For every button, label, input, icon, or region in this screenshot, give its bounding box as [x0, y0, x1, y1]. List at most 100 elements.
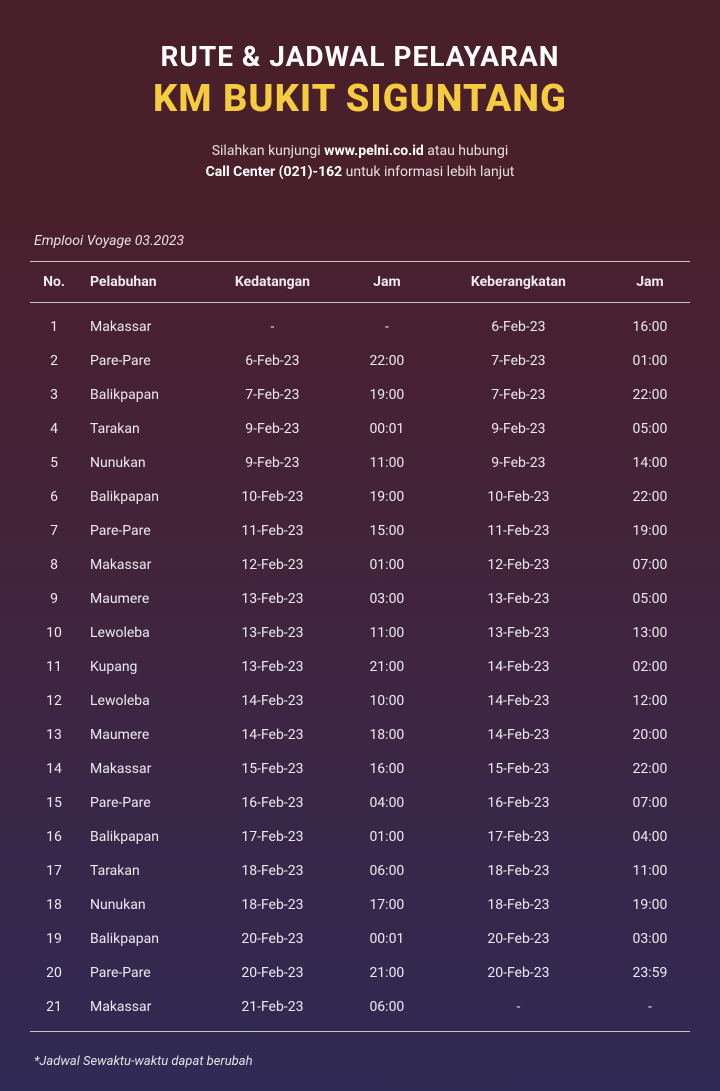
- table-cell: 10-Feb-23: [427, 480, 610, 514]
- table-header: No. Pelabuhan Kedatangan Jam Keberangkat…: [30, 262, 690, 303]
- table-cell: 19:00: [347, 378, 427, 412]
- table-cell: Nunukan: [78, 888, 198, 922]
- table-cell: Makassar: [78, 303, 198, 345]
- table-cell: 21:00: [347, 956, 427, 990]
- table-cell: Makassar: [78, 990, 198, 1032]
- footnote: *Jadwal Sewaktu-waktu dapat berubah: [30, 1054, 690, 1069]
- table-cell: Balikpapan: [78, 820, 198, 854]
- table-cell: 22:00: [610, 752, 690, 786]
- table-row: 6Balikpapan10-Feb-2319:0010-Feb-2322:00: [30, 480, 690, 514]
- table-cell: 13-Feb-23: [198, 650, 347, 684]
- table-cell: Maumere: [78, 582, 198, 616]
- col-no: No.: [30, 262, 78, 303]
- table-cell: 11:00: [347, 446, 427, 480]
- table-cell: 12:00: [610, 684, 690, 718]
- table-cell: Tarakan: [78, 412, 198, 446]
- table-cell: Nunukan: [78, 446, 198, 480]
- table-cell: Balikpapan: [78, 922, 198, 956]
- table-cell: Maumere: [78, 718, 198, 752]
- table-cell: 14-Feb-23: [198, 718, 347, 752]
- table-cell: -: [198, 303, 347, 345]
- table-cell: 6-Feb-23: [198, 344, 347, 378]
- table-cell: 17-Feb-23: [427, 820, 610, 854]
- table-cell: 06:00: [347, 990, 427, 1032]
- table-cell: Lewoleba: [78, 616, 198, 650]
- table-cell: -: [427, 990, 610, 1032]
- table-cell: Balikpapan: [78, 480, 198, 514]
- table-cell: 14-Feb-23: [427, 684, 610, 718]
- col-jam-dep: Jam: [610, 262, 690, 303]
- subheader-bold-2: Call Center (021)-162: [206, 164, 343, 180]
- table-row: 18Nunukan18-Feb-2317:0018-Feb-2319:00: [30, 888, 690, 922]
- header-block: RUTE & JADWAL PELAYARAN KM BUKIT SIGUNTA…: [30, 40, 690, 121]
- table-cell: 04:00: [347, 786, 427, 820]
- table-cell: 10:00: [347, 684, 427, 718]
- table-row: 20Pare-Pare20-Feb-2321:0020-Feb-2323:59: [30, 956, 690, 990]
- table-cell: 16-Feb-23: [427, 786, 610, 820]
- table-cell: 17: [30, 854, 78, 888]
- schedule-table: No. Pelabuhan Kedatangan Jam Keberangkat…: [30, 261, 690, 1032]
- table-row: 19Balikpapan20-Feb-2300:0120-Feb-2303:00: [30, 922, 690, 956]
- col-keberangkatan: Keberangkatan: [427, 262, 610, 303]
- table-cell: 6-Feb-23: [427, 303, 610, 345]
- table-row: 9Maumere13-Feb-2303:0013-Feb-2305:00: [30, 582, 690, 616]
- table-cell: 13-Feb-23: [198, 582, 347, 616]
- table-cell: 18-Feb-23: [427, 888, 610, 922]
- table-cell: 2: [30, 344, 78, 378]
- table-row: 10Lewoleba13-Feb-2311:0013-Feb-2313:00: [30, 616, 690, 650]
- table-cell: 14-Feb-23: [427, 650, 610, 684]
- table-row: 7Pare-Pare11-Feb-2315:0011-Feb-2319:00: [30, 514, 690, 548]
- table-cell: 03:00: [347, 582, 427, 616]
- table-cell: 14-Feb-23: [198, 684, 347, 718]
- table-cell: 9-Feb-23: [427, 412, 610, 446]
- table-row: 5Nunukan9-Feb-2311:009-Feb-2314:00: [30, 446, 690, 480]
- table-cell: 9: [30, 582, 78, 616]
- subheader-block: Silahkan kunjungi www.pelni.co.id atau h…: [30, 141, 690, 183]
- table-row: 1Makassar--6-Feb-2316:00: [30, 303, 690, 345]
- table-cell: 19:00: [347, 480, 427, 514]
- table-cell: 20:00: [610, 718, 690, 752]
- table-cell: 9-Feb-23: [427, 446, 610, 480]
- table-cell: 03:00: [610, 922, 690, 956]
- table-cell: 07:00: [610, 786, 690, 820]
- table-cell: 06:00: [347, 854, 427, 888]
- table-cell: 7-Feb-23: [427, 378, 610, 412]
- table-cell: 22:00: [610, 378, 690, 412]
- table-cell: 01:00: [347, 548, 427, 582]
- table-cell: 14: [30, 752, 78, 786]
- table-cell: 15: [30, 786, 78, 820]
- table-cell: 11-Feb-23: [427, 514, 610, 548]
- table-row: 14Makassar15-Feb-2316:0015-Feb-2322:00: [30, 752, 690, 786]
- table-cell: 15:00: [347, 514, 427, 548]
- table-cell: 9-Feb-23: [198, 412, 347, 446]
- table-cell: 04:00: [610, 820, 690, 854]
- table-cell: 19: [30, 922, 78, 956]
- table-cell: 18:00: [347, 718, 427, 752]
- table-row: 8Makassar12-Feb-2301:0012-Feb-2307:00: [30, 548, 690, 582]
- table-cell: 12-Feb-23: [198, 548, 347, 582]
- table-row: 2Pare-Pare6-Feb-2322:007-Feb-2301:00: [30, 344, 690, 378]
- table-row: 11Kupang13-Feb-2321:0014-Feb-2302:00: [30, 650, 690, 684]
- table-cell: 12: [30, 684, 78, 718]
- table-cell: 11:00: [610, 854, 690, 888]
- table-row: 17Tarakan18-Feb-2306:0018-Feb-2311:00: [30, 854, 690, 888]
- table-cell: 17:00: [347, 888, 427, 922]
- table-cell: 21:00: [347, 650, 427, 684]
- table-cell: Pare-Pare: [78, 514, 198, 548]
- subheader-text-1: Silahkan kunjungi: [212, 143, 324, 159]
- table-cell: Pare-Pare: [78, 786, 198, 820]
- table-cell: 17-Feb-23: [198, 820, 347, 854]
- table-cell: 6: [30, 480, 78, 514]
- table-cell: 7-Feb-23: [198, 378, 347, 412]
- table-cell: 01:00: [347, 820, 427, 854]
- table-cell: 4: [30, 412, 78, 446]
- table-cell: 20-Feb-23: [427, 922, 610, 956]
- table-cell: 20-Feb-23: [427, 956, 610, 990]
- table-cell: 11:00: [347, 616, 427, 650]
- title-line-1: RUTE & JADWAL PELAYARAN: [30, 40, 690, 73]
- table-body: 1Makassar--6-Feb-2316:002Pare-Pare6-Feb-…: [30, 303, 690, 1032]
- table-row: 13Maumere14-Feb-2318:0014-Feb-2320:00: [30, 718, 690, 752]
- table-cell: 13-Feb-23: [198, 616, 347, 650]
- table-cell: 7-Feb-23: [427, 344, 610, 378]
- table-cell: 20: [30, 956, 78, 990]
